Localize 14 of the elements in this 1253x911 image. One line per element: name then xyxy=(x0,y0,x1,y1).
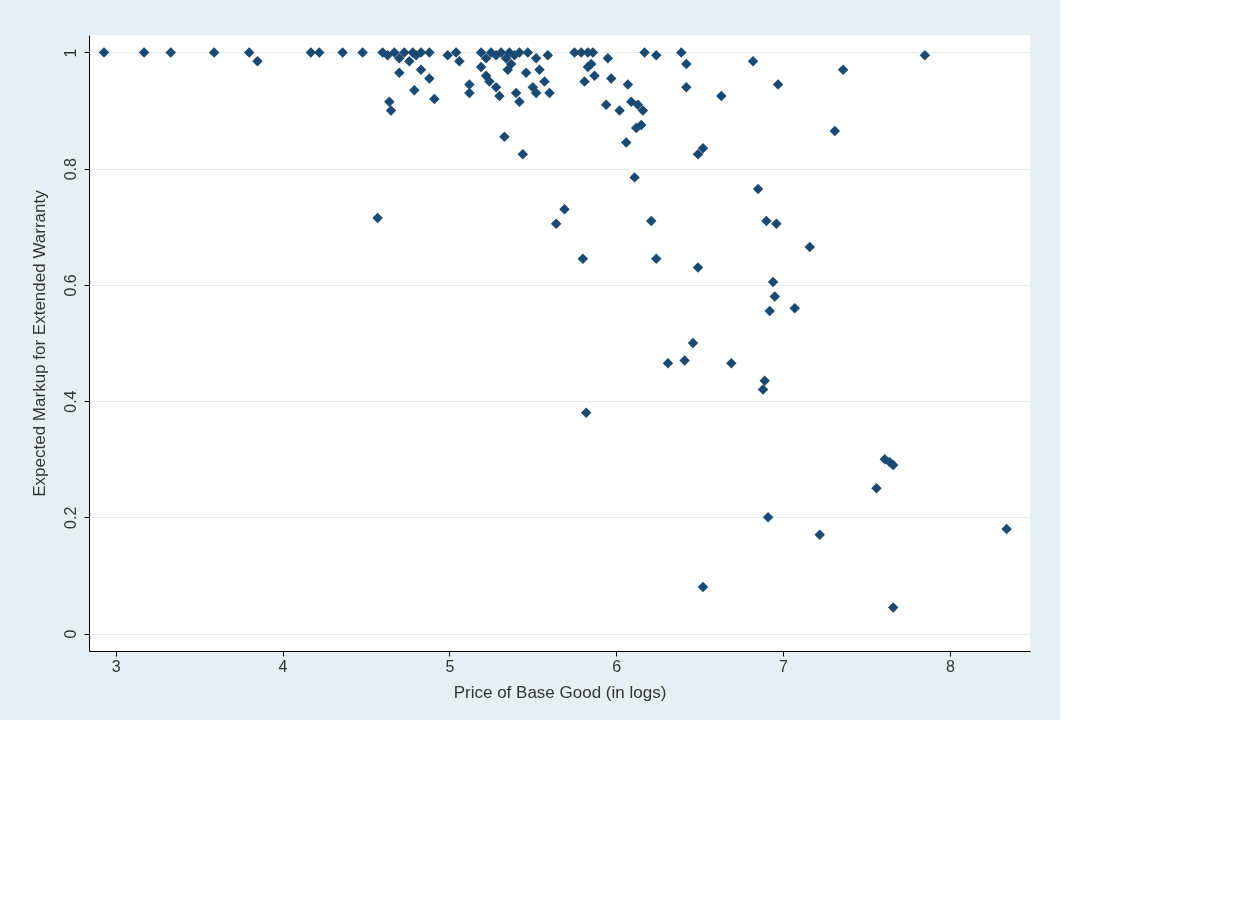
x-tick-label: 7 xyxy=(779,657,789,675)
x-tick-label: 4 xyxy=(278,657,288,675)
y-tick-label: 0 xyxy=(61,629,79,639)
y-tick-label: 0.4 xyxy=(61,390,79,413)
x-tick-label: 6 xyxy=(612,657,622,675)
x-tick-label: 3 xyxy=(111,657,121,675)
y-tick-label: 1 xyxy=(61,48,79,58)
x-axis-title: Price of Base Good (in logs) xyxy=(453,682,667,702)
y-tick-label: 0.6 xyxy=(61,274,79,297)
y-tick-label: 0.2 xyxy=(61,506,79,529)
x-tick-label: 5 xyxy=(445,657,455,675)
y-tick-label: 0.8 xyxy=(61,157,79,181)
x-tick-label: 8 xyxy=(945,657,955,675)
y-axis-title: Expected Markup for Extended Warranty xyxy=(29,189,49,497)
